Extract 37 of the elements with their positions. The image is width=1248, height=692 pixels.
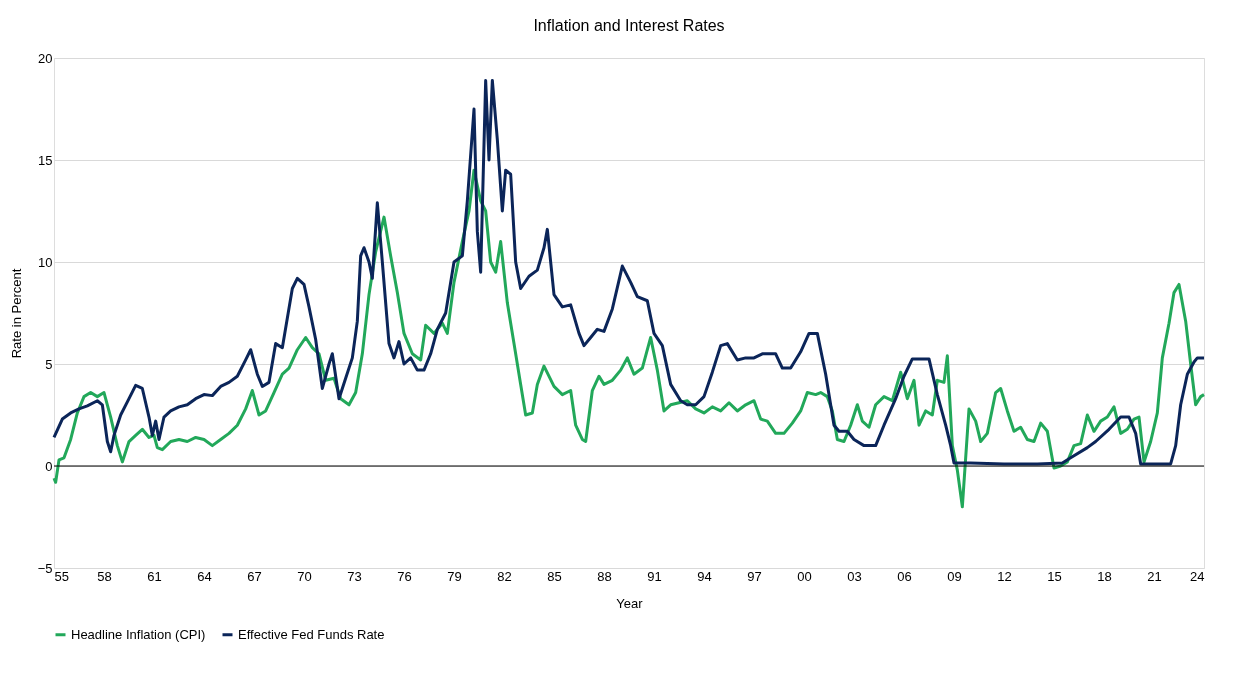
x-tick-label: 79 [447, 568, 462, 584]
y-tick-label: −5 [37, 560, 53, 576]
x-tick-label: 61 [147, 568, 162, 584]
y-tick-label: 15 [38, 152, 53, 168]
x-tick-label: 73 [347, 568, 362, 584]
x-tick-label: 58 [97, 568, 112, 584]
y-axis-title: Rate in Percent [8, 268, 24, 359]
y-tick-label: 10 [38, 254, 53, 270]
x-tick-label: 97 [747, 568, 762, 584]
legend-label: Effective Fed Funds Rate [238, 626, 385, 642]
x-tick-label: 15 [1047, 568, 1062, 584]
x-tick-label: 18 [1097, 568, 1112, 584]
x-tick-label: 03 [847, 568, 862, 584]
x-tick-label: 82 [497, 568, 512, 584]
x-tick-label: 00 [797, 568, 812, 584]
y-tick-label: 20 [38, 50, 53, 66]
x-tick-label: 24 [1190, 568, 1205, 584]
line-series [52, 168, 1206, 509]
chart-title: Inflation and Interest Rates [533, 17, 725, 34]
x-tick-label: 67 [247, 568, 262, 584]
x-tick-label: 91 [647, 568, 662, 584]
x-tick-label: 94 [697, 568, 712, 584]
y-tick-label: 0 [45, 458, 53, 474]
line-series [52, 78, 1206, 466]
x-tick-label: 76 [397, 568, 412, 584]
x-tick-label: 70 [297, 568, 312, 584]
x-tick-label: 88 [597, 568, 612, 584]
x-tick-label: 55 [54, 568, 69, 584]
x-tick-label: 85 [547, 568, 562, 584]
x-tick-label: 64 [197, 568, 212, 584]
x-tick-label: 21 [1147, 568, 1162, 584]
y-tick-label: 5 [45, 356, 53, 372]
legend-label: Headline Inflation (CPI) [71, 626, 206, 642]
x-tick-label: 06 [897, 568, 912, 584]
x-axis-title: Year [616, 595, 644, 611]
x-tick-label: 12 [997, 568, 1012, 584]
x-tick-label: 09 [947, 568, 962, 584]
